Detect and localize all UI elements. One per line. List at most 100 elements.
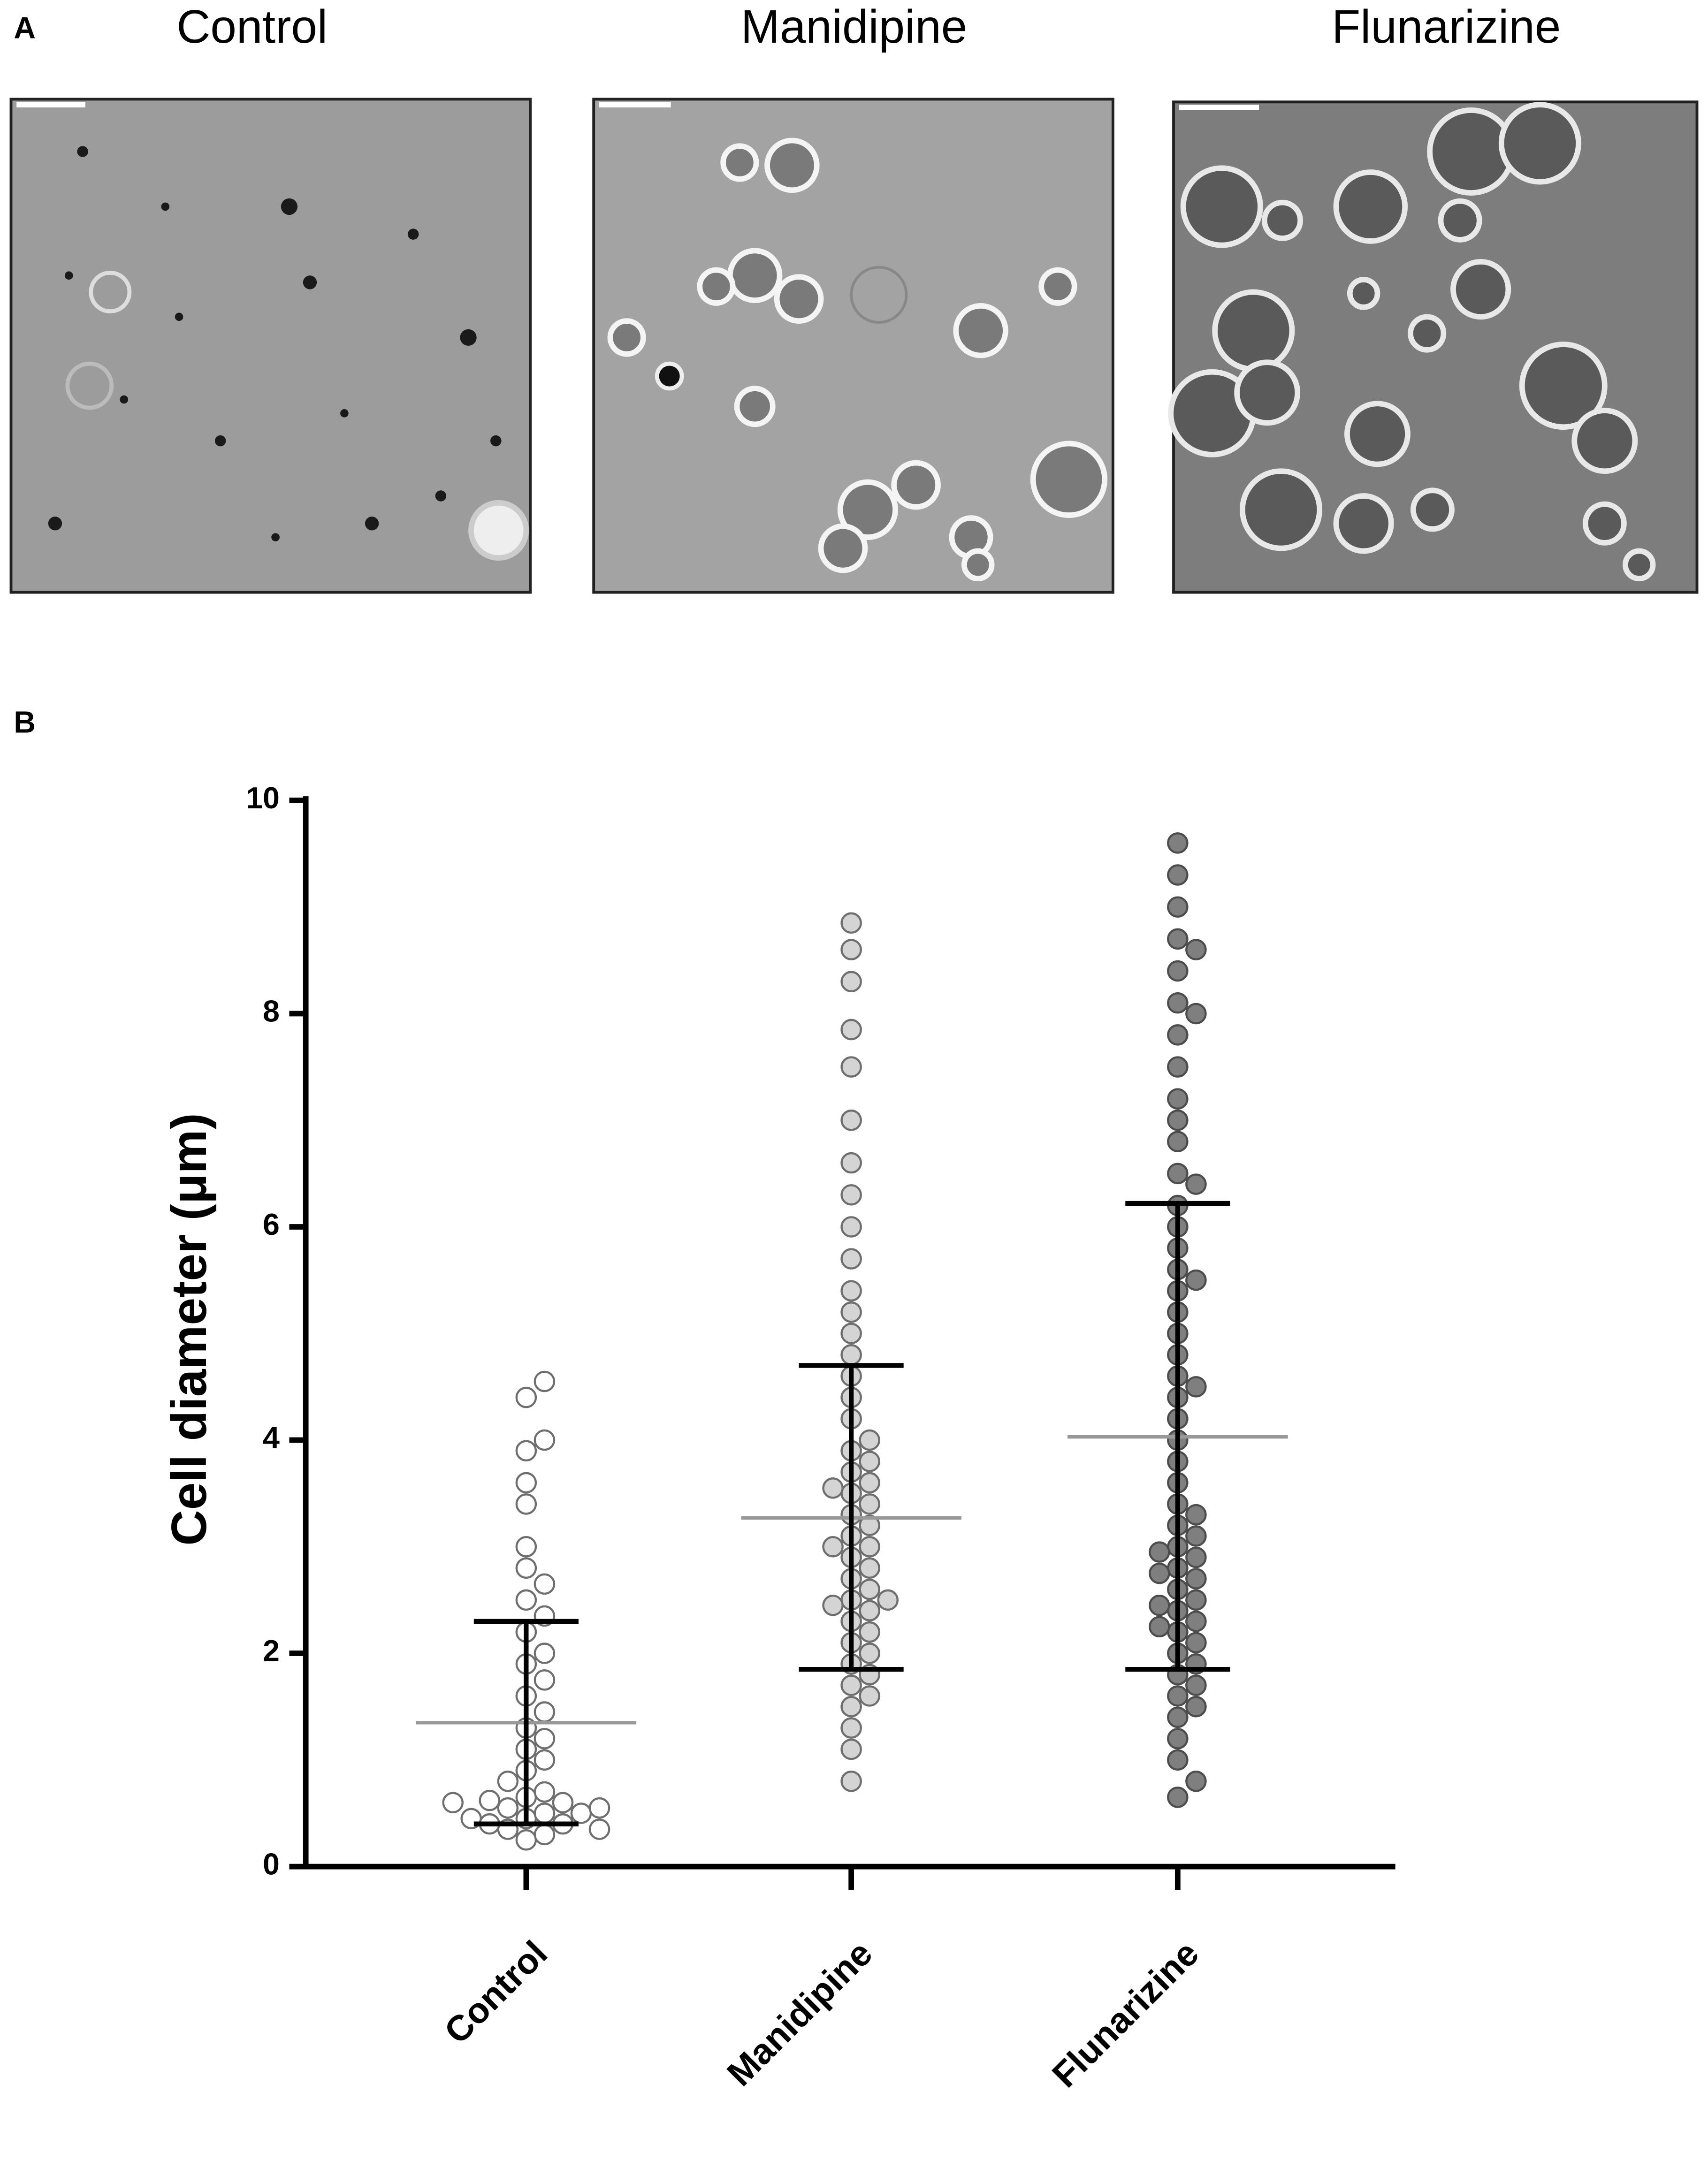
data-point <box>570 1803 592 1824</box>
panel-label: B <box>14 706 36 739</box>
data-point <box>1149 1541 1170 1563</box>
data-point <box>859 1451 880 1472</box>
data-point <box>515 1557 537 1579</box>
data-point <box>859 1472 880 1494</box>
data-point <box>859 1600 880 1621</box>
image-title: Control <box>176 1 328 53</box>
data-point <box>1185 1525 1207 1547</box>
micrograph <box>1168 100 1699 594</box>
data-point <box>840 939 862 960</box>
x-tick-label: Control <box>437 1933 555 2052</box>
data-point <box>840 1248 862 1270</box>
data-point <box>1185 1376 1207 1398</box>
data-point <box>1167 832 1189 854</box>
data-point <box>840 1738 862 1760</box>
data-point <box>534 1643 556 1664</box>
data-point <box>588 1797 610 1819</box>
data-point <box>1167 1685 1189 1707</box>
data-point <box>515 1386 537 1408</box>
data-point <box>515 1440 537 1462</box>
data-point <box>840 1152 862 1174</box>
data-point <box>840 1280 862 1302</box>
y-tick-label: 10 <box>246 781 280 815</box>
data-point <box>515 1829 537 1851</box>
panel-label: A <box>14 11 36 45</box>
x-tick-label: Manidipine <box>720 1933 880 2094</box>
data-point <box>1167 1163 1189 1185</box>
data-point <box>859 1514 880 1536</box>
data-point <box>1149 1562 1170 1584</box>
data-point <box>1167 1728 1189 1749</box>
micrograph <box>9 98 532 594</box>
y-tick-label: 8 <box>263 995 280 1028</box>
data-point <box>534 1803 556 1824</box>
data-point <box>840 1771 862 1792</box>
data-point <box>859 1536 880 1558</box>
data-point <box>840 1301 862 1323</box>
data-point <box>1167 1787 1189 1808</box>
data-point <box>1167 1109 1189 1131</box>
data-point <box>1185 1504 1207 1526</box>
data-point <box>859 1493 880 1515</box>
data-point <box>1185 1632 1207 1654</box>
data-point <box>1185 1173 1207 1195</box>
data-point <box>515 1472 537 1494</box>
data-point <box>1185 1568 1207 1590</box>
data-point <box>859 1429 880 1451</box>
data-point <box>1167 1024 1189 1046</box>
y-tick-label: 4 <box>263 1421 280 1455</box>
data-point <box>1185 1546 1207 1568</box>
data-point <box>840 1019 862 1041</box>
data-point <box>1167 928 1189 950</box>
data-point <box>1167 1706 1189 1728</box>
micrograph <box>592 98 1114 594</box>
data-point <box>840 1717 862 1739</box>
data-point <box>840 1344 862 1366</box>
data-point <box>822 1477 844 1499</box>
data-point <box>534 1669 556 1691</box>
data-point <box>534 1573 556 1595</box>
data-point <box>1167 896 1189 918</box>
data-point <box>859 1557 880 1579</box>
plot: Cell diameter (μm) <box>161 796 1395 1870</box>
data-point <box>840 1674 862 1696</box>
data-point <box>1149 1616 1170 1637</box>
image-title: Manidipine <box>741 1 968 53</box>
data-point <box>534 1701 556 1723</box>
data-point <box>552 1792 574 1813</box>
data-point <box>859 1621 880 1643</box>
data-point <box>840 1323 862 1345</box>
data-point <box>497 1797 519 1819</box>
data-point <box>840 1184 862 1206</box>
data-point <box>1167 1056 1189 1078</box>
data-point <box>877 1589 899 1611</box>
data-point <box>1185 1611 1207 1632</box>
data-point <box>534 1781 556 1803</box>
data-point <box>1185 939 1207 960</box>
data-point <box>1185 1269 1207 1291</box>
data-point <box>497 1771 519 1792</box>
data-point <box>1185 1003 1207 1025</box>
data-point <box>1167 1131 1189 1152</box>
data-point <box>840 971 862 993</box>
y-tick-label: 2 <box>263 1634 280 1668</box>
data-point <box>840 912 862 934</box>
y-tick-label: 0 <box>263 1848 280 1881</box>
x-tick-label: Flunarizine <box>1045 1933 1206 2095</box>
data-point <box>840 1216 862 1238</box>
data-point <box>1185 1589 1207 1611</box>
data-point <box>534 1429 556 1451</box>
data-point <box>479 1789 501 1811</box>
data-point <box>859 1643 880 1664</box>
data-point <box>822 1536 844 1558</box>
data-point <box>1185 1771 1207 1792</box>
data-point <box>534 1728 556 1749</box>
data-point <box>515 1589 537 1611</box>
data-point <box>515 1536 537 1558</box>
data-point <box>1167 864 1189 886</box>
data-point <box>515 1493 537 1515</box>
data-point <box>859 1578 880 1600</box>
data-point <box>840 1696 862 1718</box>
